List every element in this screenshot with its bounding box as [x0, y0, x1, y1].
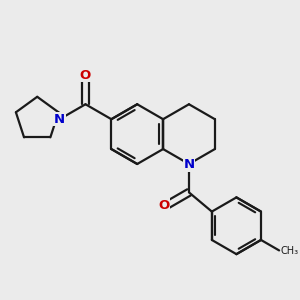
Text: O: O [158, 199, 170, 212]
Text: N: N [183, 158, 194, 171]
Text: CH₃: CH₃ [280, 246, 298, 256]
Text: N: N [54, 113, 65, 126]
Text: O: O [80, 69, 91, 82]
